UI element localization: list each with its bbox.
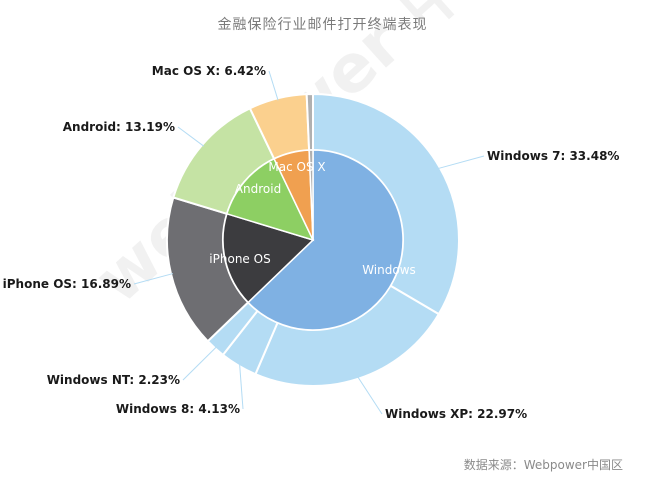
leader-line-iphone-os xyxy=(133,273,174,285)
outer-label-android: Android: 13.19% xyxy=(63,120,175,134)
chart-title: 金融保险行业邮件打开终端表现 xyxy=(217,17,428,33)
leader-line-windows-nt xyxy=(182,346,217,381)
leader-line-android xyxy=(177,126,205,147)
inner-label-android: Android xyxy=(235,182,281,196)
leader-line-windows-8 xyxy=(239,363,244,410)
inner-label-windows: Windows xyxy=(362,263,416,277)
inner-slice-iphone-os xyxy=(222,212,315,304)
outer-label-windows-8: Windows 8: 4.13% xyxy=(116,402,240,416)
inner-label-iphone-os: iPhone OS xyxy=(209,252,270,266)
data-source: 数据来源：Webpower中国区 xyxy=(463,458,623,472)
inner-pie xyxy=(222,149,404,331)
outer-label-windows-7: Windows 7: 33.48% xyxy=(487,149,619,163)
leader-line-windows-7 xyxy=(437,155,485,170)
inner-labels: Windows iPhone OS Android Mac OS X xyxy=(209,160,415,277)
inner-slice-windows xyxy=(247,149,404,331)
outer-ring xyxy=(166,92,460,387)
outer-label-iphone-os: iPhone OS: 16.89% xyxy=(3,277,131,291)
leader-lines xyxy=(133,70,485,415)
outer-label-windows-xp: Windows XP: 22.97% xyxy=(385,407,527,421)
outer-label-windows-nt: Windows NT: 2.23% xyxy=(47,373,180,387)
outer-label-mac-os-x: Mac OS X: 6.42% xyxy=(152,64,266,78)
leader-line-windows-xp xyxy=(357,376,383,415)
leader-line-mac-os-x xyxy=(268,70,279,101)
inner-slice-android xyxy=(225,157,315,242)
inner-label-mac-os-x: Mac OS X xyxy=(268,160,325,174)
inner-slice-other-4 xyxy=(308,149,314,241)
outer-labels: Windows 7: 33.48% Windows XP: 22.97% Windo… xyxy=(3,64,620,421)
